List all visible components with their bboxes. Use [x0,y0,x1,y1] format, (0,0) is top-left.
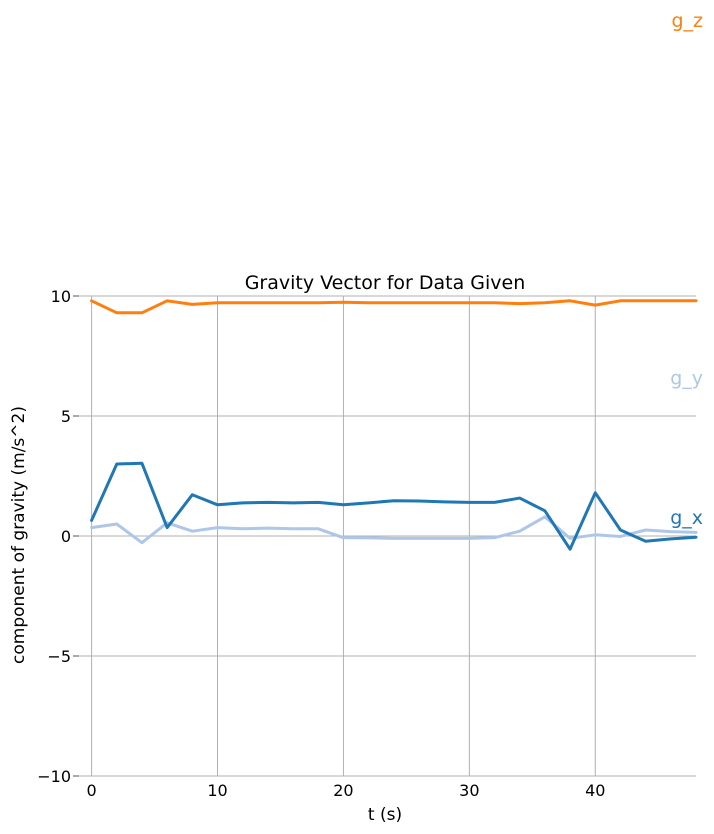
series-label-g-z: g_z [671,10,703,32]
x-tick-label: 10 [207,781,227,800]
series-label-g-x: g_x [670,507,703,529]
series-line-g-x [90,461,698,551]
x-axis-label: t (s) [368,805,402,825]
y-tick-label: 0 [61,527,71,546]
x-tick-label: 40 [585,781,605,800]
x-tick-label: 20 [333,781,353,800]
y-tick-label: −10 [37,767,71,786]
series-line-g-z [90,299,698,315]
series-labels: g_z g_y g_x [670,10,703,529]
grid-lines [73,295,696,777]
x-tick-label: 0 [86,781,96,800]
x-tick-label: 30 [459,781,479,800]
y-tick-label: 5 [61,407,71,426]
tick-labels: −10 −5 0 5 10 0 10 20 30 40 [37,287,605,800]
y-axis-label: component of gravity (m/s^2) [9,406,29,664]
y-tick-label: 10 [51,287,71,306]
y-tick-label: −5 [47,647,71,666]
series-line-g-y [90,515,698,545]
chart-title: Gravity Vector for Data Given [245,272,526,294]
series-lines [90,299,698,551]
series-label-g-y: g_y [670,368,703,390]
